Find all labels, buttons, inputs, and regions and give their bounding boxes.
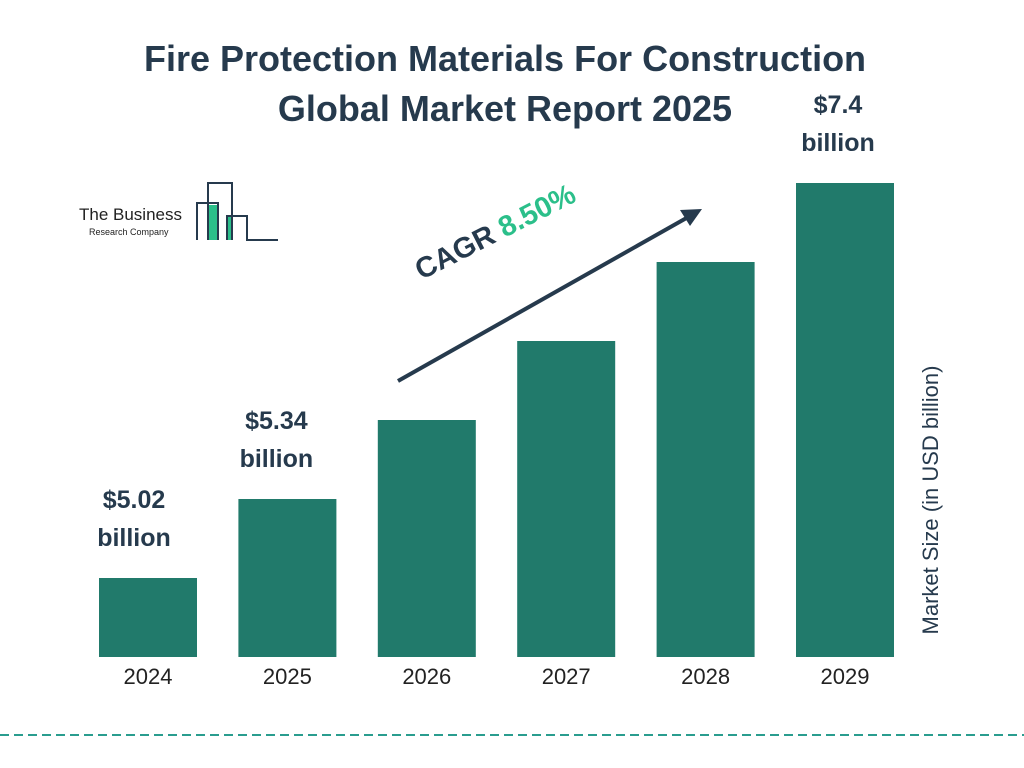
data-label: $7.4 billion [768,86,908,162]
x-tick-label: 2026 [402,664,452,689]
y-axis-label: Market Size (in USD billion) [918,365,943,635]
company-logo-icon [196,182,278,241]
x-tick-label: 2024 [123,664,173,689]
x-tick-label: 2029 [820,664,870,689]
bar-2027 [517,341,616,657]
data-label-unit: billion [239,445,314,473]
data-label-unit: billion [97,524,171,552]
data-label: $5.02 billion [64,481,204,557]
data-label-value: $5.34 [245,407,308,435]
bar-2029 [796,183,894,657]
cagr-arrow-icon [397,209,702,383]
logo-text-line-1: The Business [79,205,182,224]
bar-2025 [238,499,337,657]
x-tick-label: 2027 [541,664,591,689]
bar-2026 [377,420,476,657]
logo-text-line-2: Research Company [89,227,169,237]
chart-title: Fire Protection Materials For Constructi… [0,34,1010,134]
data-label: $5.34 billion [206,402,346,478]
data-label-value: $5.02 [102,486,166,514]
title-line-1: Fire Protection Materials For Constructi… [143,38,867,79]
data-label-value: $7.4 [813,91,863,119]
x-tick-label: 2028 [681,664,731,689]
x-tick-label: 2025 [262,664,312,689]
data-label-unit: billion [801,129,875,157]
title-line-2: Global Market Report 2025 [277,88,733,129]
bar-2028 [656,262,755,657]
bar-2024 [99,578,197,657]
